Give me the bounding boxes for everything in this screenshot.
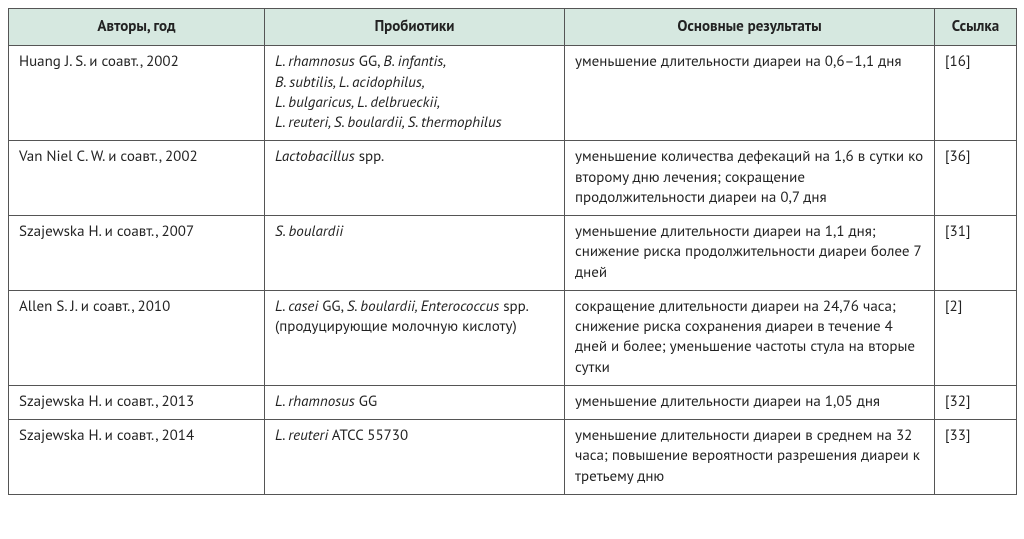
table-row: Allen S. J. и соавт., 2010 L. casei GG, …	[9, 290, 1017, 385]
cell-ref: [33]	[935, 420, 1017, 495]
table-row: Van Niel C. W. и соавт., 2002 Lactobacil…	[9, 141, 1017, 216]
cell-probiotics: S. boulardii	[265, 216, 565, 291]
cell-ref: [16]	[935, 46, 1017, 141]
cell-authors: Szajewska H. и соавт., 2007	[9, 216, 265, 291]
cell-authors: Szajewska H. и соавт., 2014	[9, 420, 265, 495]
cell-authors: Allen S. J. и соавт., 2010	[9, 290, 265, 385]
cell-authors: Van Niel C. W. и соавт., 2002	[9, 141, 265, 216]
cell-probiotics: L. reuteri ATCC 55730	[265, 420, 565, 495]
cell-results: уменьшение длительности диареи на 1,05 д…	[565, 385, 935, 419]
table-row: Szajewska H. и соавт., 2007 S. boulardii…	[9, 216, 1017, 291]
col-header-results: Основные результаты	[565, 9, 935, 46]
cell-probiotics: Lactobacillus spp.	[265, 141, 565, 216]
cell-authors: Huang J. S. и соавт., 2002	[9, 46, 265, 141]
cell-results: уменьшение длительности диареи на 1,1 дн…	[565, 216, 935, 291]
cell-probiotics: L. casei GG, S. boulardii, Enterococcus …	[265, 290, 565, 385]
col-header-authors: Авторы, год	[9, 9, 265, 46]
col-header-ref: Ссылка	[935, 9, 1017, 46]
cell-ref: [36]	[935, 141, 1017, 216]
cell-results: уменьшение длительности диареи на 0,6–1,…	[565, 46, 935, 141]
table-header-row: Авторы, год Пробиотики Основные результа…	[9, 9, 1017, 46]
cell-ref: [32]	[935, 385, 1017, 419]
table-row: Huang J. S. и соавт., 2002 L. rhamnosus …	[9, 46, 1017, 141]
table-row: Szajewska H. и соавт., 2013 L. rhamnosus…	[9, 385, 1017, 419]
cell-ref: [31]	[935, 216, 1017, 291]
cell-authors: Szajewska H. и соавт., 2013	[9, 385, 265, 419]
cell-results: сокращение длительности диареи на 24,76 …	[565, 290, 935, 385]
table-body: Huang J. S. и соавт., 2002 L. rhamnosus …	[9, 46, 1017, 495]
cell-probiotics: L. rhamnosus GG, B. infantis,B. subtilis…	[265, 46, 565, 141]
table-row: Szajewska H. и соавт., 2014 L. reuteri A…	[9, 420, 1017, 495]
probiotics-table: Авторы, год Пробиотики Основные результа…	[8, 8, 1017, 495]
cell-probiotics: L. rhamnosus GG	[265, 385, 565, 419]
cell-results: уменьшение длительности диареи в сред­не…	[565, 420, 935, 495]
cell-results: уменьшение количества дефекаций на 1,6 в…	[565, 141, 935, 216]
cell-ref: [2]	[935, 290, 1017, 385]
col-header-probiotics: Пробиотики	[265, 9, 565, 46]
